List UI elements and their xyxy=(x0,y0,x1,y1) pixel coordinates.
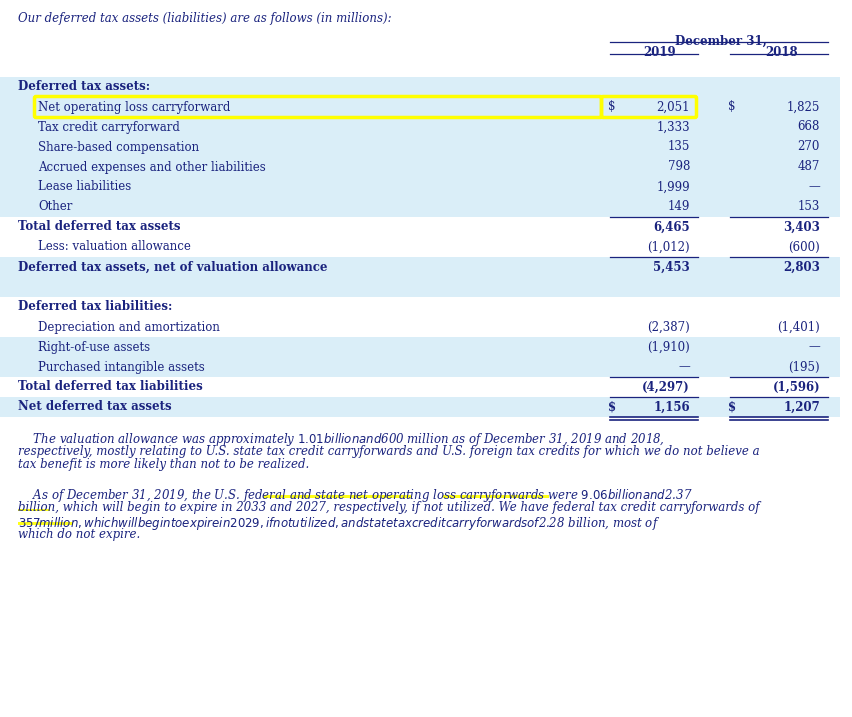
Text: Tax credit carryforward: Tax credit carryforward xyxy=(38,120,180,133)
Text: —: — xyxy=(809,341,820,353)
Text: 668: 668 xyxy=(797,120,820,133)
Text: 6,465: 6,465 xyxy=(653,221,690,234)
Text: 1,156: 1,156 xyxy=(653,401,690,414)
Text: Deferred tax assets, net of valuation allowance: Deferred tax assets, net of valuation al… xyxy=(18,260,327,273)
Text: The valuation allowance was approximately $1.01 billion and $600 million as of D: The valuation allowance was approximatel… xyxy=(18,431,665,448)
Text: Purchased intangible assets: Purchased intangible assets xyxy=(38,361,204,374)
Bar xyxy=(0,317,840,337)
Text: Deferred tax assets:: Deferred tax assets: xyxy=(18,80,150,93)
Text: (1,596): (1,596) xyxy=(773,381,820,394)
Text: (195): (195) xyxy=(788,361,820,374)
Text: Deferred tax liabilities:: Deferred tax liabilities: xyxy=(18,300,172,313)
Bar xyxy=(0,197,840,217)
Text: 1,999: 1,999 xyxy=(656,181,690,194)
Text: Depreciation and amortization: Depreciation and amortization xyxy=(38,320,220,333)
Text: (2,387): (2,387) xyxy=(648,320,690,333)
Text: 1,333: 1,333 xyxy=(656,120,690,133)
Text: —: — xyxy=(678,361,690,374)
Text: $: $ xyxy=(608,401,616,414)
Text: 2,803: 2,803 xyxy=(783,260,820,273)
Bar xyxy=(0,97,840,117)
Bar xyxy=(0,397,840,417)
Bar xyxy=(0,377,840,397)
Text: (4,297): (4,297) xyxy=(642,381,690,394)
Text: Share-based compensation: Share-based compensation xyxy=(38,141,199,153)
Text: Net operating loss carryforward: Net operating loss carryforward xyxy=(38,100,230,113)
Bar xyxy=(0,237,840,257)
Bar xyxy=(0,297,840,317)
Text: $: $ xyxy=(608,100,615,113)
Text: which do not expire.: which do not expire. xyxy=(18,528,141,541)
Text: 135: 135 xyxy=(668,141,690,153)
Text: Right-of-use assets: Right-of-use assets xyxy=(38,341,150,353)
Text: (1,401): (1,401) xyxy=(777,320,820,333)
Text: 2,051: 2,051 xyxy=(657,100,690,113)
Text: December 31,: December 31, xyxy=(675,35,767,48)
Bar xyxy=(18,522,73,525)
Text: Lease liabilities: Lease liabilities xyxy=(38,181,131,194)
Text: $: $ xyxy=(728,100,735,113)
Text: billion, which will begin to expire in 2033 and 2027, respectively, if not utili: billion, which will begin to expire in 2… xyxy=(18,501,760,514)
Text: Total deferred tax liabilities: Total deferred tax liabilities xyxy=(18,381,203,394)
Text: Less: valuation allowance: Less: valuation allowance xyxy=(38,240,191,254)
Text: Other: Other xyxy=(38,201,72,214)
Text: 270: 270 xyxy=(797,141,820,153)
Bar xyxy=(0,217,840,237)
Text: 149: 149 xyxy=(668,201,690,214)
Text: 2019: 2019 xyxy=(644,46,676,59)
Text: 798: 798 xyxy=(668,161,690,174)
Text: 5,453: 5,453 xyxy=(653,260,690,273)
Text: tax benefit is more likely than not to be realized.: tax benefit is more likely than not to b… xyxy=(18,458,309,471)
Text: (1,012): (1,012) xyxy=(648,240,690,254)
Text: $357 million, which will begin to expire in 2029, if not utilized, and state tax: $357 million, which will begin to expire… xyxy=(18,515,660,531)
Text: 2018: 2018 xyxy=(766,46,798,59)
Text: (1,910): (1,910) xyxy=(648,341,690,353)
Text: As of December 31, 2019, the U.S. federal and state net operating loss carryforw: As of December 31, 2019, the U.S. federa… xyxy=(18,488,693,505)
Text: respectively, mostly relating to U.S. state tax credit carryforwards and U.S. fo: respectively, mostly relating to U.S. st… xyxy=(18,445,760,457)
Bar xyxy=(0,157,840,177)
Text: —: — xyxy=(809,181,820,194)
Bar xyxy=(18,508,50,511)
Bar xyxy=(0,337,840,357)
Text: 153: 153 xyxy=(797,201,820,214)
Text: 1,825: 1,825 xyxy=(786,100,820,113)
Text: $: $ xyxy=(728,401,736,414)
Bar xyxy=(263,495,411,498)
Text: 1,207: 1,207 xyxy=(783,401,820,414)
Text: Our deferred tax assets (liabilities) are as follows (in millions):: Our deferred tax assets (liabilities) ar… xyxy=(18,12,392,25)
Text: (600): (600) xyxy=(788,240,820,254)
Bar xyxy=(0,117,840,137)
Text: Net deferred tax assets: Net deferred tax assets xyxy=(18,401,171,414)
Bar xyxy=(0,257,840,277)
Bar xyxy=(0,77,840,97)
Text: 487: 487 xyxy=(797,161,820,174)
Bar xyxy=(0,177,840,197)
Bar xyxy=(0,277,840,297)
Bar xyxy=(0,357,840,377)
Text: Accrued expenses and other liabilities: Accrued expenses and other liabilities xyxy=(38,161,266,174)
Bar xyxy=(443,495,550,498)
Bar xyxy=(0,137,840,157)
Text: Total deferred tax assets: Total deferred tax assets xyxy=(18,221,181,234)
Text: 3,403: 3,403 xyxy=(783,221,820,234)
